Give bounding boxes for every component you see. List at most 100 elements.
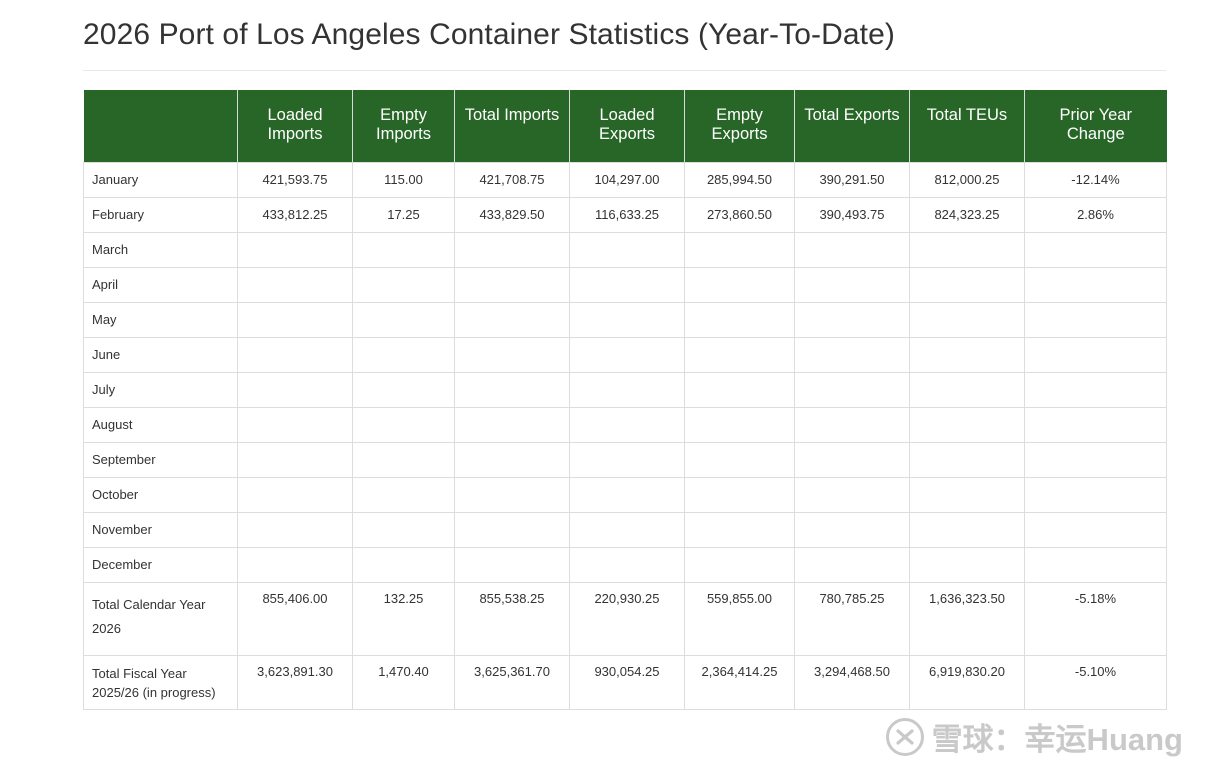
- cell-change: [1024, 441, 1167, 478]
- row-label: May: [83, 301, 238, 338]
- cell-total-teus: [909, 371, 1025, 408]
- cell-total-exports: [794, 511, 910, 548]
- cell-loaded-imports: [237, 231, 353, 268]
- cell-empty-exports: [684, 371, 795, 408]
- cell-empty-exports: [684, 266, 795, 303]
- cell-loaded-imports: 421,593.75: [237, 161, 353, 198]
- cell-loaded-imports: [237, 441, 353, 478]
- row-label: July: [83, 371, 238, 408]
- cell-loaded-imports: [237, 546, 353, 583]
- header-month: [83, 90, 238, 162]
- cell-empty-exports: [684, 231, 795, 268]
- cell-empty-imports: 1,470.40: [352, 654, 455, 710]
- table-row: September: [83, 441, 1167, 478]
- table-row: May: [83, 301, 1167, 338]
- cell-empty-imports: [352, 406, 455, 443]
- cell-total-imports: 433,829.50: [454, 196, 570, 233]
- cell-empty-imports: [352, 231, 455, 268]
- cell-loaded-exports: [569, 546, 685, 583]
- cell-empty-imports: [352, 546, 455, 583]
- cell-change: -5.18%: [1024, 581, 1167, 656]
- row-label: September: [83, 441, 238, 478]
- cell-total-teus: 824,323.25: [909, 196, 1025, 233]
- cell-total-imports: [454, 231, 570, 268]
- cell-loaded-imports: [237, 406, 353, 443]
- container-stats-table: Loaded Imports Empty Imports Total Imports…: [83, 90, 1167, 710]
- watermark-text: 雪球：幸运Huang: [931, 722, 1183, 757]
- cell-total-teus: [909, 511, 1025, 548]
- header-cell: Total Imports: [454, 90, 570, 162]
- cell-total-teus: [909, 546, 1025, 583]
- cell-change: [1024, 476, 1167, 513]
- cell-total-exports: [794, 301, 910, 338]
- cell-total-imports: [454, 441, 570, 478]
- cell-loaded-exports: 104,297.00: [569, 161, 685, 198]
- cell-total-exports: [794, 371, 910, 408]
- cell-change: [1024, 511, 1167, 548]
- header-row: Loaded Imports Empty Imports Total Imports…: [83, 90, 1167, 162]
- cell-loaded-exports: 220,930.25: [569, 581, 685, 656]
- cell-total-exports: [794, 546, 910, 583]
- cell-change: [1024, 301, 1167, 338]
- cell-total-imports: [454, 511, 570, 548]
- cell-loaded-exports: [569, 231, 685, 268]
- cell-total-teus: 812,000.25: [909, 161, 1025, 198]
- table-row: March: [83, 231, 1167, 268]
- table-header: Loaded Imports Empty Imports Total Imports…: [83, 90, 1167, 162]
- row-label: June: [83, 336, 238, 373]
- row-label: Total Calendar Year 2026: [83, 581, 238, 656]
- cell-total-exports: 780,785.25: [794, 581, 910, 656]
- row-label: Total Fiscal Year 2025/26 (in progress): [83, 654, 238, 710]
- cell-empty-imports: [352, 266, 455, 303]
- cell-empty-imports: [352, 511, 455, 548]
- cell-loaded-imports: 855,406.00: [237, 581, 353, 656]
- cell-change: 2.86%: [1024, 196, 1167, 233]
- cell-loaded-imports: 433,812.25: [237, 196, 353, 233]
- cell-empty-imports: [352, 336, 455, 373]
- cell-total-imports: [454, 371, 570, 408]
- cell-empty-exports: [684, 476, 795, 513]
- cell-total-imports: [454, 406, 570, 443]
- cell-total-exports: [794, 336, 910, 373]
- cell-loaded-exports: [569, 476, 685, 513]
- table-row: January 421,593.75 115.00 421,708.75 104,297…: [83, 161, 1167, 198]
- header-cell: Loaded Imports: [237, 90, 353, 162]
- cell-total-teus: 6,919,830.20: [909, 654, 1025, 710]
- row-label: December: [83, 546, 238, 583]
- cell-empty-imports: 17.25: [352, 196, 455, 233]
- cell-total-imports: [454, 266, 570, 303]
- cell-change: [1024, 231, 1167, 268]
- cell-empty-imports: [352, 371, 455, 408]
- row-label: March: [83, 231, 238, 268]
- cell-empty-exports: [684, 301, 795, 338]
- row-label: October: [83, 476, 238, 513]
- total-row: Total Fiscal Year 2025/26 (in progress) 3…: [83, 654, 1167, 710]
- cell-empty-exports: 285,994.50: [684, 161, 795, 198]
- cell-total-teus: [909, 231, 1025, 268]
- cell-empty-imports: [352, 441, 455, 478]
- cell-loaded-imports: [237, 476, 353, 513]
- row-label: February: [83, 196, 238, 233]
- table-body: January 421,593.75 115.00 421,708.75 104,297…: [83, 161, 1167, 710]
- cell-loaded-imports: [237, 511, 353, 548]
- cell-change: [1024, 406, 1167, 443]
- cell-total-exports: [794, 231, 910, 268]
- table-row: December: [83, 546, 1167, 583]
- header-cell: Empty Exports: [684, 90, 795, 162]
- cell-empty-exports: 273,860.50: [684, 196, 795, 233]
- cell-total-imports: [454, 546, 570, 583]
- watermark: 雪球：幸运Huang: [885, 714, 1183, 759]
- cell-total-exports: 390,291.50: [794, 161, 910, 198]
- cell-total-imports: 855,538.25: [454, 581, 570, 656]
- table-row: April: [83, 266, 1167, 303]
- cell-empty-exports: 559,855.00: [684, 581, 795, 656]
- cell-total-imports: 3,625,361.70: [454, 654, 570, 710]
- cell-loaded-imports: [237, 371, 353, 408]
- cell-total-teus: [909, 406, 1025, 443]
- cell-total-imports: [454, 301, 570, 338]
- total-row: Total Calendar Year 2026 855,406.00 132.25…: [83, 581, 1167, 656]
- cell-change: [1024, 371, 1167, 408]
- cell-total-teus: [909, 441, 1025, 478]
- cell-empty-exports: 2,364,414.25: [684, 654, 795, 710]
- cell-total-exports: [794, 476, 910, 513]
